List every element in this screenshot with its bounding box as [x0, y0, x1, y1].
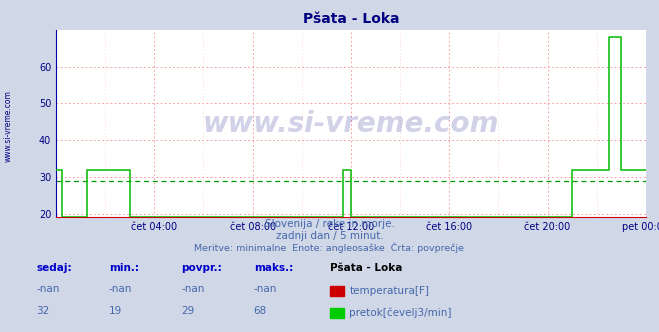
Text: temperatura[F]: temperatura[F] — [349, 286, 429, 296]
Text: Meritve: minimalne  Enote: angleosaške  Črta: povprečje: Meritve: minimalne Enote: angleosaške Čr… — [194, 242, 465, 253]
Text: min.:: min.: — [109, 263, 139, 273]
Text: Pšata - Loka: Pšata - Loka — [330, 263, 402, 273]
Title: Pšata - Loka: Pšata - Loka — [302, 12, 399, 26]
Text: zadnji dan / 5 minut.: zadnji dan / 5 minut. — [275, 231, 384, 241]
Text: 19: 19 — [109, 306, 122, 316]
Text: 68: 68 — [254, 306, 267, 316]
Text: 32: 32 — [36, 306, 49, 316]
Text: -nan: -nan — [254, 284, 277, 294]
Text: -nan: -nan — [181, 284, 204, 294]
Text: 29: 29 — [181, 306, 194, 316]
Text: -nan: -nan — [109, 284, 132, 294]
Text: maks.:: maks.: — [254, 263, 293, 273]
Text: -nan: -nan — [36, 284, 59, 294]
Text: www.si-vreme.com: www.si-vreme.com — [3, 90, 13, 162]
Text: www.si-vreme.com: www.si-vreme.com — [203, 110, 499, 138]
Text: povpr.:: povpr.: — [181, 263, 222, 273]
Text: Slovenija / reke in morje.: Slovenija / reke in morje. — [264, 219, 395, 229]
Text: pretok[čevelj3/min]: pretok[čevelj3/min] — [349, 307, 452, 318]
Text: sedaj:: sedaj: — [36, 263, 72, 273]
